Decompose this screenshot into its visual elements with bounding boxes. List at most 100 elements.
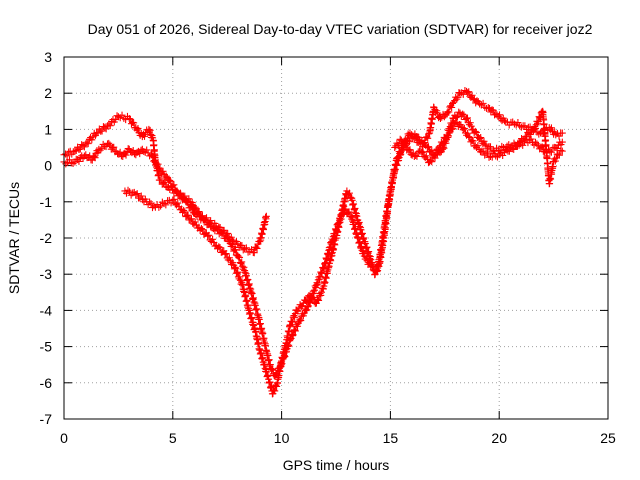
data-point [240, 263, 248, 271]
data-point [472, 128, 480, 136]
data-point [534, 119, 542, 127]
data-point [345, 189, 353, 197]
data-point [184, 211, 192, 219]
data-point [202, 216, 210, 224]
data-point [62, 160, 70, 168]
data-point [422, 152, 430, 160]
data-point [455, 108, 463, 116]
data-point [402, 141, 410, 149]
data-point [448, 125, 456, 133]
data-point [453, 95, 461, 103]
data-point [314, 280, 322, 288]
data-point [558, 129, 566, 137]
data-point [310, 289, 318, 297]
data-point [231, 246, 239, 254]
data-point [130, 119, 138, 127]
data-point [149, 152, 157, 160]
data-point [424, 143, 432, 151]
data-point [464, 129, 472, 137]
series-track-1 [60, 111, 270, 257]
data-point [431, 154, 439, 162]
data-point [412, 152, 420, 160]
data-point [492, 152, 500, 160]
data-point [496, 111, 504, 119]
data-point [419, 148, 427, 156]
data-point [187, 215, 195, 223]
data-point [205, 219, 213, 227]
data-point [155, 164, 163, 172]
data-point [471, 127, 479, 135]
data-point [146, 126, 154, 134]
data-point [238, 262, 246, 270]
data-point [465, 133, 473, 141]
data-point [137, 192, 145, 200]
data-point [192, 204, 200, 212]
data-point [216, 244, 224, 252]
data-point [262, 212, 270, 220]
y-tick-label: -3 [40, 266, 53, 282]
data-point [489, 106, 497, 114]
tick-labels-layer: 0 5 10 15 20 25 -7 -6 -5 -4 -3 -2 -1 0 1 2 3 [40, 49, 616, 446]
data-point [183, 198, 191, 206]
data-point [439, 143, 447, 151]
data-point [209, 235, 217, 243]
data-point [527, 135, 535, 143]
data-marks-layer [60, 87, 566, 398]
data-point [445, 108, 453, 116]
data-point [105, 139, 113, 147]
data-point [423, 144, 431, 151]
data-point [394, 153, 402, 161]
data-point [449, 124, 457, 132]
data-point [63, 152, 71, 160]
data-point [466, 119, 474, 127]
data-point [250, 249, 258, 257]
data-point [294, 322, 302, 330]
data-point [484, 149, 492, 157]
data-point [502, 146, 510, 154]
data-point [133, 190, 141, 198]
data-point [106, 122, 114, 130]
chart-title: Day 051 of 2026, Sidereal Day-to-day VTE… [88, 21, 593, 37]
data-point [488, 106, 496, 114]
data-point [394, 154, 402, 162]
data-point [442, 139, 450, 147]
data-point [116, 148, 124, 156]
data-point [465, 88, 473, 96]
data-point [146, 198, 154, 206]
data-point [479, 99, 487, 107]
data-point [199, 226, 207, 234]
data-point [537, 143, 545, 151]
y-tick-label: -1 [40, 194, 53, 210]
data-point [440, 113, 448, 121]
data-point [406, 129, 414, 137]
data-point [432, 151, 440, 159]
data-point [230, 265, 238, 273]
data-point [208, 223, 216, 231]
data-point [406, 146, 414, 154]
data-point [71, 147, 79, 155]
data-point [538, 143, 546, 151]
y-tick-label: -2 [40, 230, 53, 246]
data-point [122, 189, 130, 197]
data-point [125, 115, 133, 123]
y-tick-label: -5 [40, 339, 53, 355]
data-point [459, 90, 467, 98]
data-point [129, 146, 137, 154]
data-point [421, 139, 429, 147]
data-point [134, 124, 142, 132]
data-point [510, 145, 518, 153]
data-point [143, 146, 151, 154]
data-point [303, 298, 311, 306]
data-point [136, 150, 144, 158]
data-point [468, 91, 476, 99]
data-point [444, 133, 452, 141]
data-point [238, 258, 246, 266]
data-point [225, 254, 233, 262]
series-track-3 [121, 87, 566, 398]
data-point [124, 186, 132, 194]
x-tick-label: 25 [600, 430, 616, 446]
data-point [236, 273, 244, 281]
data-point [531, 138, 539, 146]
data-point [148, 151, 156, 159]
